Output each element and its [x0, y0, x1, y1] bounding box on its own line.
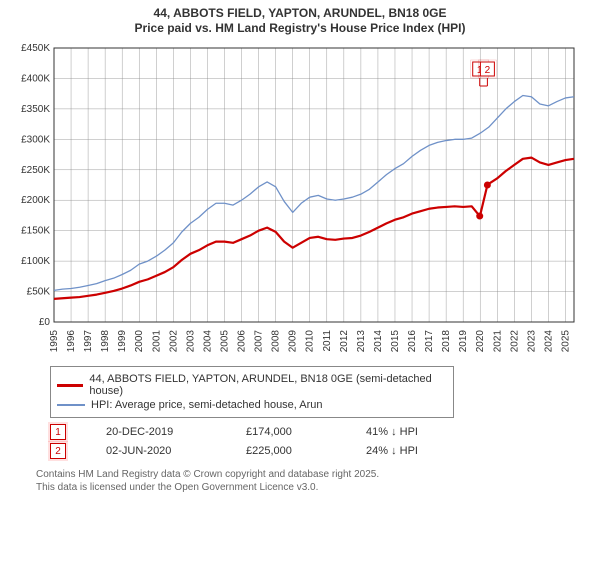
svg-text:£0: £0 — [39, 317, 51, 328]
svg-text:2011: 2011 — [322, 330, 333, 352]
svg-text:2016: 2016 — [407, 330, 418, 353]
svg-text:2002: 2002 — [168, 330, 179, 353]
svg-text:2022: 2022 — [509, 330, 520, 353]
chart-title: 44, ABBOTS FIELD, YAPTON, ARUNDEL, BN18 … — [0, 6, 600, 36]
attribution-line: This data is licensed under the Open Gov… — [36, 482, 600, 495]
svg-text:2023: 2023 — [526, 330, 537, 353]
legend-swatch — [57, 404, 85, 406]
svg-text:£50K: £50K — [27, 287, 51, 298]
legend-swatch — [57, 384, 83, 387]
sale-badge: 1 — [50, 424, 66, 440]
svg-text:£400K: £400K — [21, 73, 50, 84]
svg-text:2000: 2000 — [134, 330, 145, 353]
svg-text:2008: 2008 — [271, 330, 282, 353]
svg-text:1997: 1997 — [83, 330, 94, 353]
svg-text:2015: 2015 — [390, 330, 401, 353]
svg-text:£100K: £100K — [21, 256, 50, 267]
legend-item: HPI: Average price, semi-detached house,… — [57, 399, 447, 411]
svg-text:£450K: £450K — [21, 43, 50, 54]
sale-row: 2 02-JUN-2020 £225,000 24% ↓ HPI — [50, 443, 600, 459]
legend-label: HPI: Average price, semi-detached house,… — [91, 399, 323, 411]
svg-text:2013: 2013 — [356, 330, 367, 353]
svg-text:2003: 2003 — [185, 330, 196, 353]
svg-text:2025: 2025 — [560, 330, 571, 353]
svg-text:2004: 2004 — [202, 330, 213, 353]
price-chart: £0 £50K £100K £150K £200K £250K £300K £350K £400… — [18, 40, 582, 360]
svg-text:2019: 2019 — [458, 330, 469, 353]
svg-text:1996: 1996 — [66, 330, 77, 353]
svg-text:2012: 2012 — [339, 330, 350, 353]
svg-text:1999: 1999 — [117, 330, 128, 353]
sale-date: 20-DEC-2019 — [106, 426, 206, 438]
title-line-2: Price paid vs. HM Land Registry's House … — [0, 21, 600, 36]
svg-text:2020: 2020 — [475, 330, 486, 353]
legend-item: 44, ABBOTS FIELD, YAPTON, ARUNDEL, BN18 … — [57, 373, 447, 397]
sale-row: 1 20-DEC-2019 £174,000 41% ↓ HPI — [50, 424, 600, 440]
sale-date: 02-JUN-2020 — [106, 445, 206, 457]
svg-text:2: 2 — [485, 65, 491, 76]
svg-text:2007: 2007 — [254, 330, 265, 353]
svg-text:2024: 2024 — [543, 330, 554, 353]
svg-text:1998: 1998 — [100, 330, 111, 353]
svg-text:2005: 2005 — [219, 330, 230, 353]
svg-text:2009: 2009 — [288, 330, 299, 353]
title-line-1: 44, ABBOTS FIELD, YAPTON, ARUNDEL, BN18 … — [0, 6, 600, 21]
svg-text:2018: 2018 — [441, 330, 452, 353]
svg-text:2021: 2021 — [492, 330, 503, 353]
svg-text:£350K: £350K — [21, 104, 50, 115]
sale-badge: 2 — [50, 443, 66, 459]
svg-text:2017: 2017 — [424, 330, 435, 353]
svg-text:£250K: £250K — [21, 165, 50, 176]
legend: 44, ABBOTS FIELD, YAPTON, ARUNDEL, BN18 … — [50, 366, 454, 418]
svg-text:2006: 2006 — [237, 330, 248, 353]
svg-text:2014: 2014 — [373, 330, 384, 353]
sale-hpi: 24% ↓ HPI — [366, 445, 446, 457]
svg-text:£150K: £150K — [21, 226, 50, 237]
svg-text:1995: 1995 — [49, 330, 60, 353]
attribution: Contains HM Land Registry data © Crown c… — [36, 469, 600, 494]
sale-price: £174,000 — [246, 426, 326, 438]
sale-hpi: 41% ↓ HPI — [366, 426, 446, 438]
svg-text:2001: 2001 — [151, 330, 162, 353]
attribution-line: Contains HM Land Registry data © Crown c… — [36, 469, 600, 482]
svg-text:£300K: £300K — [21, 134, 50, 145]
svg-text:£200K: £200K — [21, 195, 50, 206]
legend-label: 44, ABBOTS FIELD, YAPTON, ARUNDEL, BN18 … — [89, 373, 447, 397]
sales-table: 1 20-DEC-2019 £174,000 41% ↓ HPI 2 02-JU… — [50, 424, 600, 459]
svg-text:2010: 2010 — [305, 330, 316, 353]
sale-price: £225,000 — [246, 445, 326, 457]
